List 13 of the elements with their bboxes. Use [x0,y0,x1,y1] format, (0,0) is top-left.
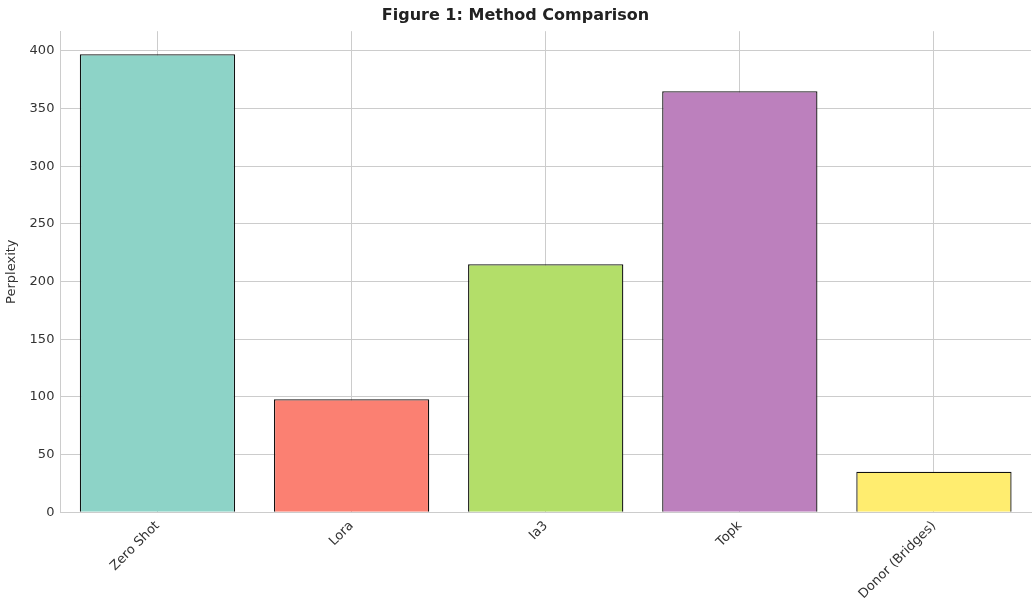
y-tick-label: 350 [29,99,55,115]
y-tick-label: 50 [37,445,55,461]
y-tick-label: 300 [29,157,55,173]
y-tick-label: 400 [29,42,55,58]
x-tick-label: Ia3 [525,517,551,543]
y-axis-title: Perplexity [3,239,19,304]
chart-title: Figure 1: Method Comparison [381,4,650,24]
y-tick-label: 250 [29,215,55,231]
y-tick-label: 200 [29,272,55,288]
y-tick-label: 0 [46,503,55,519]
y-tick-label: 150 [29,330,55,346]
y-tick-label: 100 [29,388,55,404]
x-tick-label: Lora [325,517,357,549]
